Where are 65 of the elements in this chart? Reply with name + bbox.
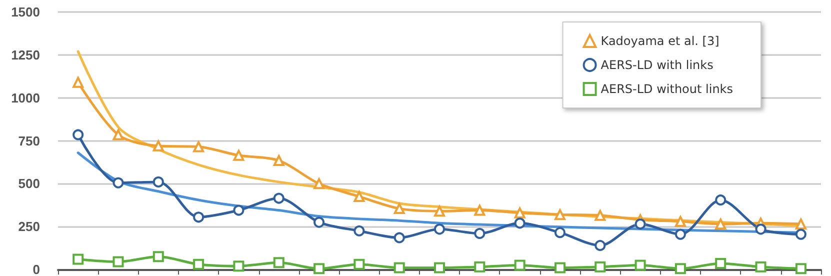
point <box>554 209 566 220</box>
point <box>554 227 566 238</box>
point <box>594 210 606 221</box>
point <box>314 178 325 190</box>
point <box>634 260 646 271</box>
point <box>152 251 164 262</box>
y-tick-label: 1000 <box>11 90 40 106</box>
point <box>233 204 244 216</box>
point <box>474 228 486 239</box>
point <box>193 212 204 223</box>
point <box>112 129 124 140</box>
point <box>354 258 365 270</box>
y-tick-label: 1250 <box>11 47 40 62</box>
point <box>554 262 566 274</box>
point <box>72 129 84 140</box>
y-tick-label: 0 <box>32 262 40 276</box>
point <box>514 260 526 271</box>
point <box>795 228 806 240</box>
y-tick-label: 750 <box>18 133 40 148</box>
legend-label: AERS-LD without links <box>600 82 733 96</box>
point <box>112 256 124 268</box>
point <box>634 218 646 230</box>
point <box>674 263 686 274</box>
point <box>72 76 84 88</box>
point <box>594 240 606 251</box>
point <box>152 140 164 152</box>
point <box>273 192 284 204</box>
point <box>314 216 325 228</box>
point <box>674 216 686 227</box>
point <box>152 176 164 188</box>
point <box>674 228 686 240</box>
point <box>354 225 365 236</box>
point <box>474 204 486 216</box>
point <box>314 263 325 274</box>
point <box>354 191 365 202</box>
point <box>112 177 124 188</box>
point <box>755 261 766 272</box>
point <box>233 150 244 161</box>
point <box>394 203 405 214</box>
point <box>394 262 405 274</box>
legend-label: Kadoyama et al. [3] <box>600 34 720 48</box>
point <box>795 218 806 230</box>
point <box>795 263 806 274</box>
point <box>715 258 726 269</box>
y-tick-label: 1500 <box>11 4 40 20</box>
legend-label: AERS-LD with links <box>600 58 714 72</box>
point <box>193 258 204 270</box>
y-tick-label: 500 <box>18 176 40 192</box>
y-tick-label: 250 <box>18 219 40 234</box>
point <box>594 261 606 272</box>
point <box>233 260 244 272</box>
point <box>72 254 84 265</box>
point <box>434 224 445 235</box>
point <box>514 207 526 218</box>
point <box>273 154 284 166</box>
point <box>394 232 405 244</box>
point <box>273 257 284 268</box>
point <box>715 194 726 206</box>
point <box>514 218 526 229</box>
point <box>474 261 486 272</box>
point <box>193 141 204 152</box>
point <box>434 262 445 274</box>
point <box>715 218 726 230</box>
point <box>755 224 766 235</box>
point <box>434 206 445 217</box>
